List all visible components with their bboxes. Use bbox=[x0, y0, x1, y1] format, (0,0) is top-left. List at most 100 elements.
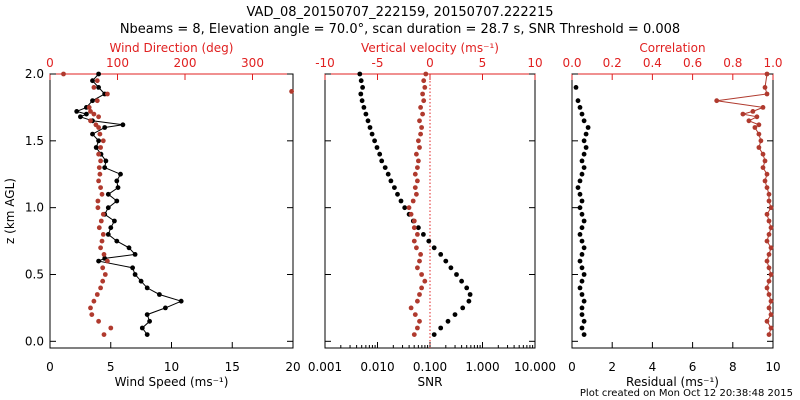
wind-direction-point bbox=[99, 191, 105, 197]
wind-speed-point bbox=[114, 198, 120, 204]
residual-point bbox=[581, 138, 587, 144]
panel-vertical: 0.001 0.010 0.100 1.000 10.000 SNR -10 -5 0 5 10 Ve… bbox=[308, 41, 556, 389]
x-tick-label: 10.000 bbox=[514, 360, 556, 374]
wind-speed-point bbox=[132, 272, 138, 277]
vertical-velocity-point bbox=[417, 292, 422, 297]
top-tick-label: 0 bbox=[46, 56, 54, 70]
top-tick-label: 5 bbox=[479, 56, 487, 70]
residual-point bbox=[577, 258, 583, 264]
wind-speed-point bbox=[139, 325, 145, 331]
snr-point bbox=[452, 312, 458, 317]
vertical-velocity-point bbox=[411, 332, 417, 337]
top-tick-label: 0.4 bbox=[643, 56, 662, 70]
correlation-point bbox=[764, 238, 770, 244]
vertical-velocity-point bbox=[420, 91, 425, 97]
wind-speed-point bbox=[78, 114, 83, 120]
snr-point bbox=[438, 325, 444, 331]
snr-point bbox=[460, 305, 466, 311]
correlation-point bbox=[750, 109, 756, 114]
residual-point bbox=[583, 145, 589, 150]
correlation-point bbox=[746, 118, 752, 124]
residual-point bbox=[577, 285, 583, 291]
y-tick-label: 0.5 bbox=[25, 267, 44, 281]
top-tick-label: 0.2 bbox=[603, 56, 622, 70]
correlation-point bbox=[756, 131, 762, 137]
wind-speed-point bbox=[118, 171, 123, 177]
vertical-velocity-point bbox=[418, 105, 423, 110]
correlation-point bbox=[764, 211, 770, 217]
residual-point bbox=[579, 198, 585, 204]
wind-direction-point bbox=[97, 171, 103, 177]
residual-point bbox=[581, 298, 587, 304]
correlation-point bbox=[760, 105, 766, 110]
wind-direction-point bbox=[101, 332, 107, 337]
snr-point bbox=[445, 318, 451, 324]
wind-direction-point bbox=[105, 258, 110, 264]
residual-point bbox=[581, 151, 587, 157]
top-tick-label: 0.8 bbox=[723, 56, 742, 70]
correlation-point bbox=[766, 332, 772, 337]
residual-point bbox=[585, 125, 591, 130]
wind-direction-point bbox=[99, 238, 105, 244]
snr-point bbox=[454, 272, 459, 277]
top-axis-label: Vertical velocity (ms⁻¹) bbox=[361, 41, 499, 55]
wind-speed-point bbox=[105, 232, 111, 237]
correlation-point bbox=[760, 165, 766, 171]
vertical-velocity-point bbox=[421, 98, 427, 104]
wind-speed-point bbox=[108, 225, 114, 231]
correlation-point bbox=[752, 125, 758, 130]
snr-point bbox=[385, 171, 391, 177]
x-tick-label: 2 bbox=[608, 360, 616, 374]
residual-point bbox=[581, 332, 587, 337]
vertical-velocity-point bbox=[417, 318, 422, 324]
wind-speed-point bbox=[114, 178, 120, 184]
residual-point bbox=[575, 98, 581, 104]
wind-speed-point bbox=[74, 109, 80, 114]
wind-direction-point bbox=[88, 305, 93, 311]
snr-point bbox=[374, 145, 380, 150]
snr-point bbox=[360, 85, 365, 90]
y-tick-label: 1.5 bbox=[25, 134, 44, 148]
snr-point bbox=[464, 285, 470, 291]
wind-speed-point bbox=[138, 278, 144, 284]
correlation-point bbox=[760, 151, 766, 157]
vertical-velocity-point bbox=[423, 71, 429, 77]
snr-point bbox=[426, 238, 432, 244]
wind-direction-point bbox=[98, 158, 103, 164]
correlation-point bbox=[764, 71, 770, 77]
vertical-velocity-point bbox=[411, 238, 417, 244]
correlation-point bbox=[768, 312, 774, 317]
correlation-point bbox=[768, 245, 774, 251]
residual-point bbox=[581, 318, 587, 324]
wind-direction-point bbox=[94, 98, 100, 104]
vertical-velocity-point bbox=[412, 185, 418, 191]
vertical-velocity-point bbox=[419, 272, 424, 277]
panel-residual: 0 2 4 6 8 10 Residual (ms⁻¹) 0.0 0.2 0.4 0.6 0.8 1.0… bbox=[562, 41, 782, 389]
vertical-velocity-point bbox=[415, 265, 420, 271]
top-axis-label: Correlation bbox=[639, 41, 705, 55]
residual-point bbox=[579, 252, 585, 257]
top-tick-label: 100 bbox=[106, 56, 129, 70]
x-tick-label: 0 bbox=[568, 360, 576, 374]
wind-speed-point bbox=[96, 138, 101, 144]
wind-direction-point bbox=[102, 272, 108, 277]
residual-point bbox=[579, 325, 585, 331]
residual-point bbox=[581, 165, 587, 171]
wind-speed-point bbox=[90, 98, 95, 104]
wind-speed-point bbox=[96, 71, 101, 77]
residual-point bbox=[579, 305, 585, 311]
residual-point bbox=[577, 205, 583, 211]
snr-point bbox=[416, 225, 421, 231]
snr-point bbox=[363, 111, 369, 117]
vertical-velocity-point bbox=[417, 145, 422, 150]
wind-direction-point bbox=[91, 111, 97, 117]
residual-point bbox=[573, 85, 579, 90]
wind-speed-point bbox=[144, 332, 150, 337]
vertical-velocity-point bbox=[419, 285, 424, 291]
x-tick-label: 6 bbox=[689, 360, 697, 374]
top-tick-label: 10 bbox=[527, 56, 542, 70]
vertical-velocity-point bbox=[415, 325, 420, 331]
wind-speed-point bbox=[132, 252, 138, 257]
residual-point bbox=[581, 272, 587, 277]
